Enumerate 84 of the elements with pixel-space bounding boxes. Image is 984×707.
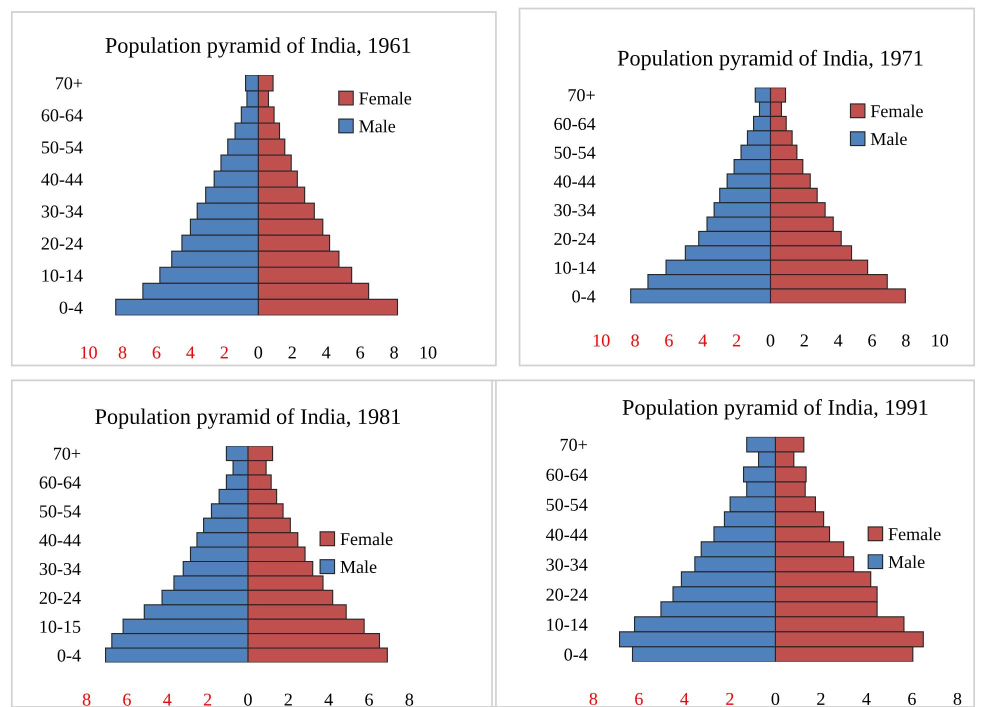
x-tick-label: 4	[324, 694, 333, 706]
y-tick-label: 40-44	[41, 173, 83, 186]
x-tick-label: 8	[902, 334, 910, 347]
legend-label: Female	[340, 532, 392, 546]
x-tick-label: 6	[635, 692, 643, 706]
x-tick-label: 6	[152, 346, 160, 359]
x-tick-label: 10	[420, 346, 436, 359]
y-tick-label: 60-64	[554, 118, 596, 130]
y-tick-label: 40-44	[39, 534, 81, 546]
x-tick-label: 0	[244, 694, 252, 706]
x-tick-label: 4	[834, 334, 842, 346]
x-tick-label: 2	[284, 694, 292, 706]
x-tick-label: 4	[698, 334, 708, 346]
legend-label: Female	[359, 92, 412, 105]
x-tick-label: 8	[406, 694, 414, 706]
x-tick-label: 0	[254, 346, 262, 359]
x-tick-label: 6	[123, 694, 131, 706]
x-tick-label: 6	[665, 334, 673, 347]
y-tick-label: 10-14	[547, 618, 588, 631]
x-tick-label: 10	[932, 334, 948, 347]
y-tick-label: 70+	[568, 89, 595, 102]
y-tick-label: 50-54	[546, 498, 588, 511]
y-tick-label: 70+	[54, 448, 80, 460]
legend-label: Male	[359, 120, 396, 132]
y-tick-label: 40-44	[554, 175, 596, 188]
chart-title: Population pyramid of India, 1971	[618, 50, 923, 70]
y-tick-label: 20-24	[546, 588, 588, 601]
x-tick-label: 6	[868, 334, 876, 347]
x-tick-label: 4	[680, 692, 689, 705]
y-tick-label: 10-15	[40, 620, 80, 633]
x-tick-label: 2	[288, 346, 296, 358]
x-tick-label: 2	[732, 334, 740, 346]
y-tick-label: 30-34	[40, 562, 81, 576]
chart-title: Population pyramid of India, 1991	[622, 399, 928, 420]
y-tick-label: 20-24	[40, 592, 81, 604]
x-tick-label: 6	[365, 694, 373, 706]
y-tick-label: 60-64	[40, 476, 81, 489]
y-tick-label: 70+	[560, 438, 587, 451]
y-tick-label: 0-4	[58, 650, 81, 662]
x-tick-label: 2	[726, 692, 734, 705]
x-tick-label: 6	[908, 692, 916, 706]
x-tick-label: 4	[186, 346, 195, 358]
x-tick-label: 0	[766, 334, 774, 347]
y-tick-label: 20-24	[554, 232, 596, 246]
x-tick-label: 8	[118, 346, 126, 359]
y-tick-label: 70+	[56, 77, 82, 90]
x-tick-label: 8	[590, 692, 598, 706]
y-tick-label: 50-54	[42, 141, 83, 154]
x-tick-label: 6	[356, 346, 364, 359]
x-tick-label: 10	[594, 334, 610, 347]
y-tick-label: 0-4	[564, 648, 588, 661]
y-tick-label: 30-34	[42, 205, 83, 218]
y-tick-label: 50-54	[40, 505, 81, 518]
y-tick-label: 0-4	[572, 290, 596, 303]
y-tick-label: 60-64	[42, 109, 83, 122]
x-tick-label: 2	[817, 692, 824, 705]
x-tick-label: 8	[954, 692, 962, 706]
y-tick-label: 30-34	[554, 204, 596, 216]
legend-label: Male	[888, 555, 925, 568]
x-tick-label: 4	[163, 694, 172, 706]
y-tick-label: 30-34	[546, 558, 588, 571]
legend-label: Female	[870, 104, 923, 118]
x-tick-label: 8	[390, 346, 398, 359]
y-tick-label: 50-54	[554, 146, 596, 159]
legend-label: Male	[870, 132, 907, 146]
y-tick-label: 0-4	[60, 302, 83, 314]
x-tick-label: 8	[82, 694, 90, 706]
x-tick-label: 2	[204, 694, 212, 706]
chart-title: Population pyramid of India, 1961	[106, 37, 410, 58]
x-tick-label: 4	[322, 346, 330, 358]
x-tick-label: 10	[81, 346, 97, 359]
x-tick-label: 4	[862, 692, 871, 705]
chart-title: Population pyramid of India, 1981	[95, 408, 400, 429]
y-tick-label: 40-44	[546, 528, 588, 541]
y-tick-label: 10-14	[555, 262, 596, 274]
legend-label: Female	[888, 528, 941, 540]
legend-label: Male	[340, 560, 376, 574]
x-tick-label: 2	[220, 346, 228, 358]
x-tick-label: 0	[772, 692, 780, 706]
y-tick-label: 10-14	[42, 270, 83, 282]
x-tick-label: 2	[800, 334, 808, 346]
y-tick-label: 60-64	[546, 468, 588, 481]
x-tick-label: 8	[631, 334, 639, 347]
y-tick-label: 20-24	[42, 237, 83, 250]
